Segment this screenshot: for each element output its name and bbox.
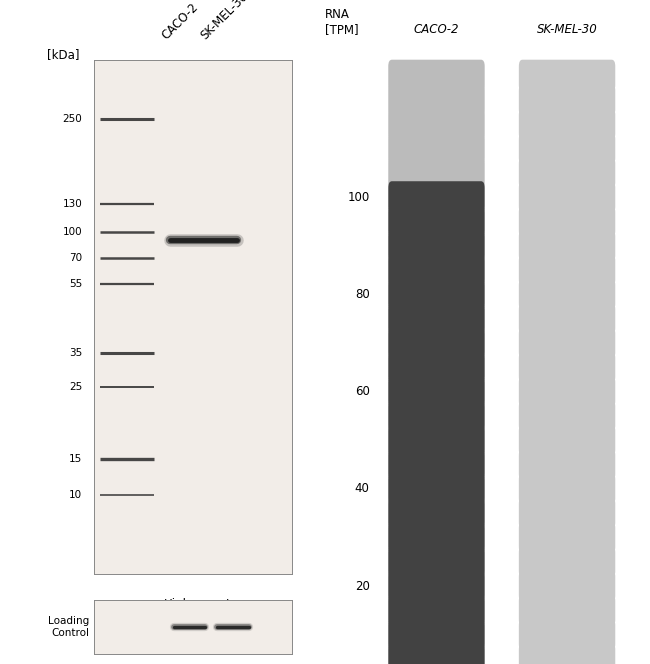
FancyBboxPatch shape bbox=[519, 303, 616, 335]
Text: 250: 250 bbox=[62, 114, 83, 124]
Text: CACO-2: CACO-2 bbox=[159, 1, 201, 42]
FancyBboxPatch shape bbox=[388, 449, 485, 481]
Text: 100: 100 bbox=[63, 227, 83, 237]
Text: Loading
Control: Loading Control bbox=[49, 616, 90, 637]
FancyBboxPatch shape bbox=[519, 206, 616, 238]
FancyBboxPatch shape bbox=[388, 254, 485, 286]
FancyBboxPatch shape bbox=[519, 351, 616, 383]
Text: 80: 80 bbox=[355, 288, 370, 301]
FancyBboxPatch shape bbox=[519, 619, 616, 651]
FancyBboxPatch shape bbox=[519, 473, 616, 505]
FancyBboxPatch shape bbox=[388, 181, 485, 213]
FancyBboxPatch shape bbox=[519, 400, 616, 432]
FancyBboxPatch shape bbox=[519, 546, 616, 578]
FancyBboxPatch shape bbox=[519, 60, 616, 92]
FancyBboxPatch shape bbox=[519, 254, 616, 286]
FancyBboxPatch shape bbox=[388, 546, 485, 578]
FancyBboxPatch shape bbox=[519, 570, 616, 602]
FancyBboxPatch shape bbox=[388, 521, 485, 553]
FancyBboxPatch shape bbox=[388, 133, 485, 165]
Text: SK-MEL-30: SK-MEL-30 bbox=[537, 23, 597, 36]
FancyBboxPatch shape bbox=[388, 400, 485, 432]
FancyBboxPatch shape bbox=[388, 424, 485, 456]
Text: 35: 35 bbox=[69, 348, 83, 358]
Text: RNA
[TPM]: RNA [TPM] bbox=[325, 8, 359, 36]
FancyBboxPatch shape bbox=[388, 351, 485, 383]
Text: High: High bbox=[164, 598, 191, 610]
FancyBboxPatch shape bbox=[519, 497, 616, 529]
Text: 20: 20 bbox=[355, 580, 370, 592]
FancyBboxPatch shape bbox=[388, 570, 485, 602]
FancyBboxPatch shape bbox=[388, 643, 485, 664]
FancyBboxPatch shape bbox=[519, 84, 616, 116]
Text: Low: Low bbox=[226, 598, 248, 610]
Text: 55: 55 bbox=[69, 279, 83, 289]
FancyBboxPatch shape bbox=[388, 376, 485, 408]
FancyBboxPatch shape bbox=[388, 278, 485, 310]
FancyBboxPatch shape bbox=[519, 230, 616, 262]
Text: [kDa]: [kDa] bbox=[47, 48, 80, 62]
FancyBboxPatch shape bbox=[519, 643, 616, 664]
FancyBboxPatch shape bbox=[388, 619, 485, 651]
FancyBboxPatch shape bbox=[388, 594, 485, 626]
FancyBboxPatch shape bbox=[519, 157, 616, 189]
FancyBboxPatch shape bbox=[519, 449, 616, 481]
FancyBboxPatch shape bbox=[519, 278, 616, 310]
Text: SK-MEL-30: SK-MEL-30 bbox=[198, 0, 251, 42]
Text: CACO-2: CACO-2 bbox=[414, 23, 459, 36]
FancyBboxPatch shape bbox=[388, 108, 485, 140]
FancyBboxPatch shape bbox=[388, 303, 485, 335]
FancyBboxPatch shape bbox=[519, 133, 616, 165]
Text: 15: 15 bbox=[69, 454, 83, 463]
FancyBboxPatch shape bbox=[519, 424, 616, 456]
Text: 70: 70 bbox=[70, 253, 83, 263]
FancyBboxPatch shape bbox=[388, 473, 485, 505]
FancyBboxPatch shape bbox=[388, 327, 485, 359]
Text: 10: 10 bbox=[70, 489, 83, 499]
FancyBboxPatch shape bbox=[388, 497, 485, 529]
FancyBboxPatch shape bbox=[519, 376, 616, 408]
FancyBboxPatch shape bbox=[388, 84, 485, 116]
Text: 40: 40 bbox=[355, 482, 370, 495]
FancyBboxPatch shape bbox=[519, 521, 616, 553]
FancyBboxPatch shape bbox=[388, 60, 485, 92]
Text: 130: 130 bbox=[62, 199, 83, 209]
FancyBboxPatch shape bbox=[519, 108, 616, 140]
Text: 25: 25 bbox=[69, 382, 83, 392]
FancyBboxPatch shape bbox=[519, 594, 616, 626]
Text: 60: 60 bbox=[355, 385, 370, 398]
FancyBboxPatch shape bbox=[388, 157, 485, 189]
FancyBboxPatch shape bbox=[388, 206, 485, 238]
Text: 100: 100 bbox=[347, 191, 370, 204]
FancyBboxPatch shape bbox=[519, 327, 616, 359]
FancyBboxPatch shape bbox=[519, 181, 616, 213]
FancyBboxPatch shape bbox=[388, 230, 485, 262]
